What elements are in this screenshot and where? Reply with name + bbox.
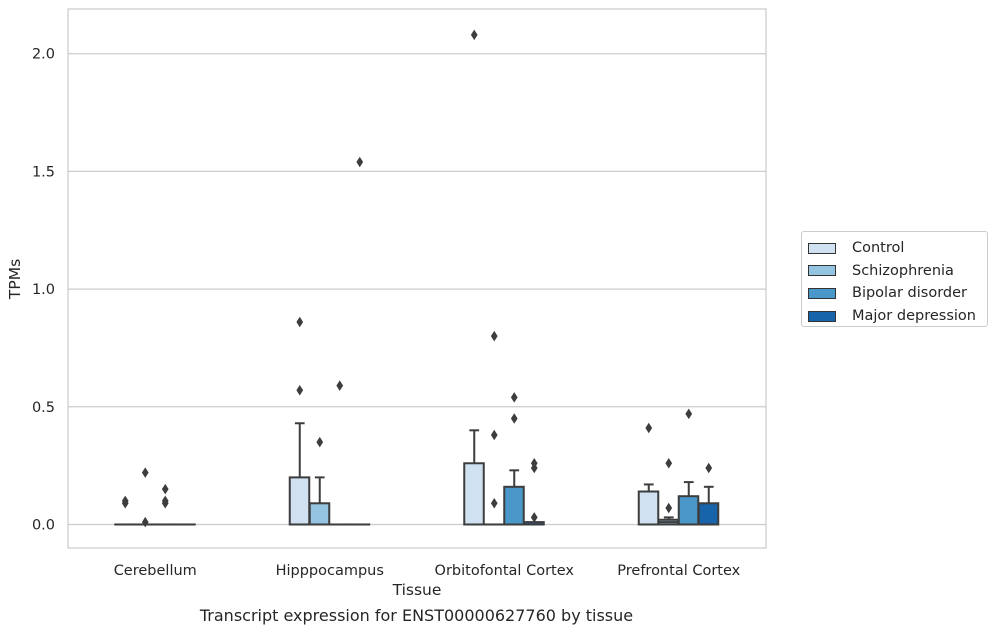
- legend-label-schizophrenia: Schizophrenia: [852, 262, 954, 279]
- box-major-depression: [697, 502, 720, 526]
- outlier-point-control: [470, 29, 478, 41]
- box-bipolar-disorder: [677, 495, 700, 526]
- outlier-point-control: [296, 316, 304, 328]
- y-axis-label: TPMs: [6, 259, 24, 300]
- chart-caption: Transcript expression for ENST0000062776…: [199, 606, 634, 625]
- legend-item-bipolar-disorder: Bipolar disorder: [808, 282, 987, 305]
- outlier-point-schizophrenia: [141, 467, 149, 478]
- box-control: [637, 490, 660, 526]
- legend-label-major-depression: Major depression: [852, 308, 976, 325]
- outlier-point-schizophrenia: [665, 458, 673, 469]
- outlier-point-major-depression: [705, 462, 713, 474]
- outlier-point-schizophrenia: [490, 429, 498, 441]
- outlier-point-control: [121, 495, 129, 507]
- legend-swatch-bipolar-disorder: [808, 287, 836, 299]
- x-axis-label: Tissue: [392, 581, 442, 599]
- legend-item-major-depression: Major depression: [808, 305, 987, 328]
- plot-frame: [67, 8, 767, 549]
- y-tick-label: 0.0: [32, 517, 55, 533]
- outlier-point-bipolar-disorder: [510, 392, 518, 403]
- x-axis-ticks: Cerebellum Hipppocampus Orbitofontal Corte…: [114, 563, 741, 579]
- box-groups: [114, 29, 720, 528]
- y-axis-ticks: 0.0 0.5 1.0 1.5 2.0: [32, 47, 55, 534]
- outlier-point-bipolar-disorder: [685, 408, 693, 420]
- outlier-point-bipolar-disorder: [161, 495, 169, 507]
- legend-item-schizophrenia: Schizophrenia: [808, 260, 987, 283]
- legend-label-control: Control: [852, 240, 905, 257]
- outlier-point-schizophrenia: [316, 436, 324, 448]
- outlier-point-major-depression: [356, 156, 364, 168]
- legend-swatch-schizophrenia: [808, 265, 836, 277]
- outlier-point-schizophrenia: [665, 502, 673, 514]
- outlier-point-control: [296, 385, 304, 396]
- x-tick-label: Prefrontal Cortex: [617, 563, 740, 579]
- x-tick-label: Cerebellum: [114, 563, 197, 579]
- x-tick-label: Orbitofontal Cortex: [435, 563, 575, 579]
- outlier-point-bipolar-disorder: [336, 380, 344, 391]
- y-tick-label: 1.0: [32, 282, 55, 298]
- outlier-point-schizophrenia: [490, 330, 498, 342]
- outlier-point-schizophrenia: [490, 498, 498, 509]
- legend-swatch-major-depression: [808, 310, 836, 322]
- legend-label-bipolar-disorder: Bipolar disorder: [852, 285, 967, 302]
- box-control: [463, 462, 485, 526]
- y-tick-label: 0.5: [32, 400, 55, 416]
- x-tick-label: Hipppocampus: [276, 563, 384, 579]
- legend: Control Schizophrenia Bipolar disorder M…: [801, 231, 988, 327]
- box-bipolar-disorder: [503, 485, 525, 526]
- plot-area: [68, 9, 766, 548]
- box-control: [288, 476, 311, 526]
- legend-swatch-control: [808, 242, 836, 254]
- outlier-point-control: [645, 422, 653, 434]
- y-tick-label: 1.5: [32, 164, 55, 180]
- outlier-point-schizophrenia: [141, 516, 149, 528]
- box-schizophrenia: [308, 502, 331, 526]
- y-tick-label: 2.0: [32, 47, 55, 63]
- outlier-point-bipolar-disorder: [161, 483, 169, 495]
- outlier-point-major-depression: [530, 458, 538, 469]
- outlier-point-bipolar-disorder: [510, 413, 518, 424]
- outlier-point-major-depression: [530, 512, 538, 523]
- legend-item-control: Control: [808, 237, 987, 260]
